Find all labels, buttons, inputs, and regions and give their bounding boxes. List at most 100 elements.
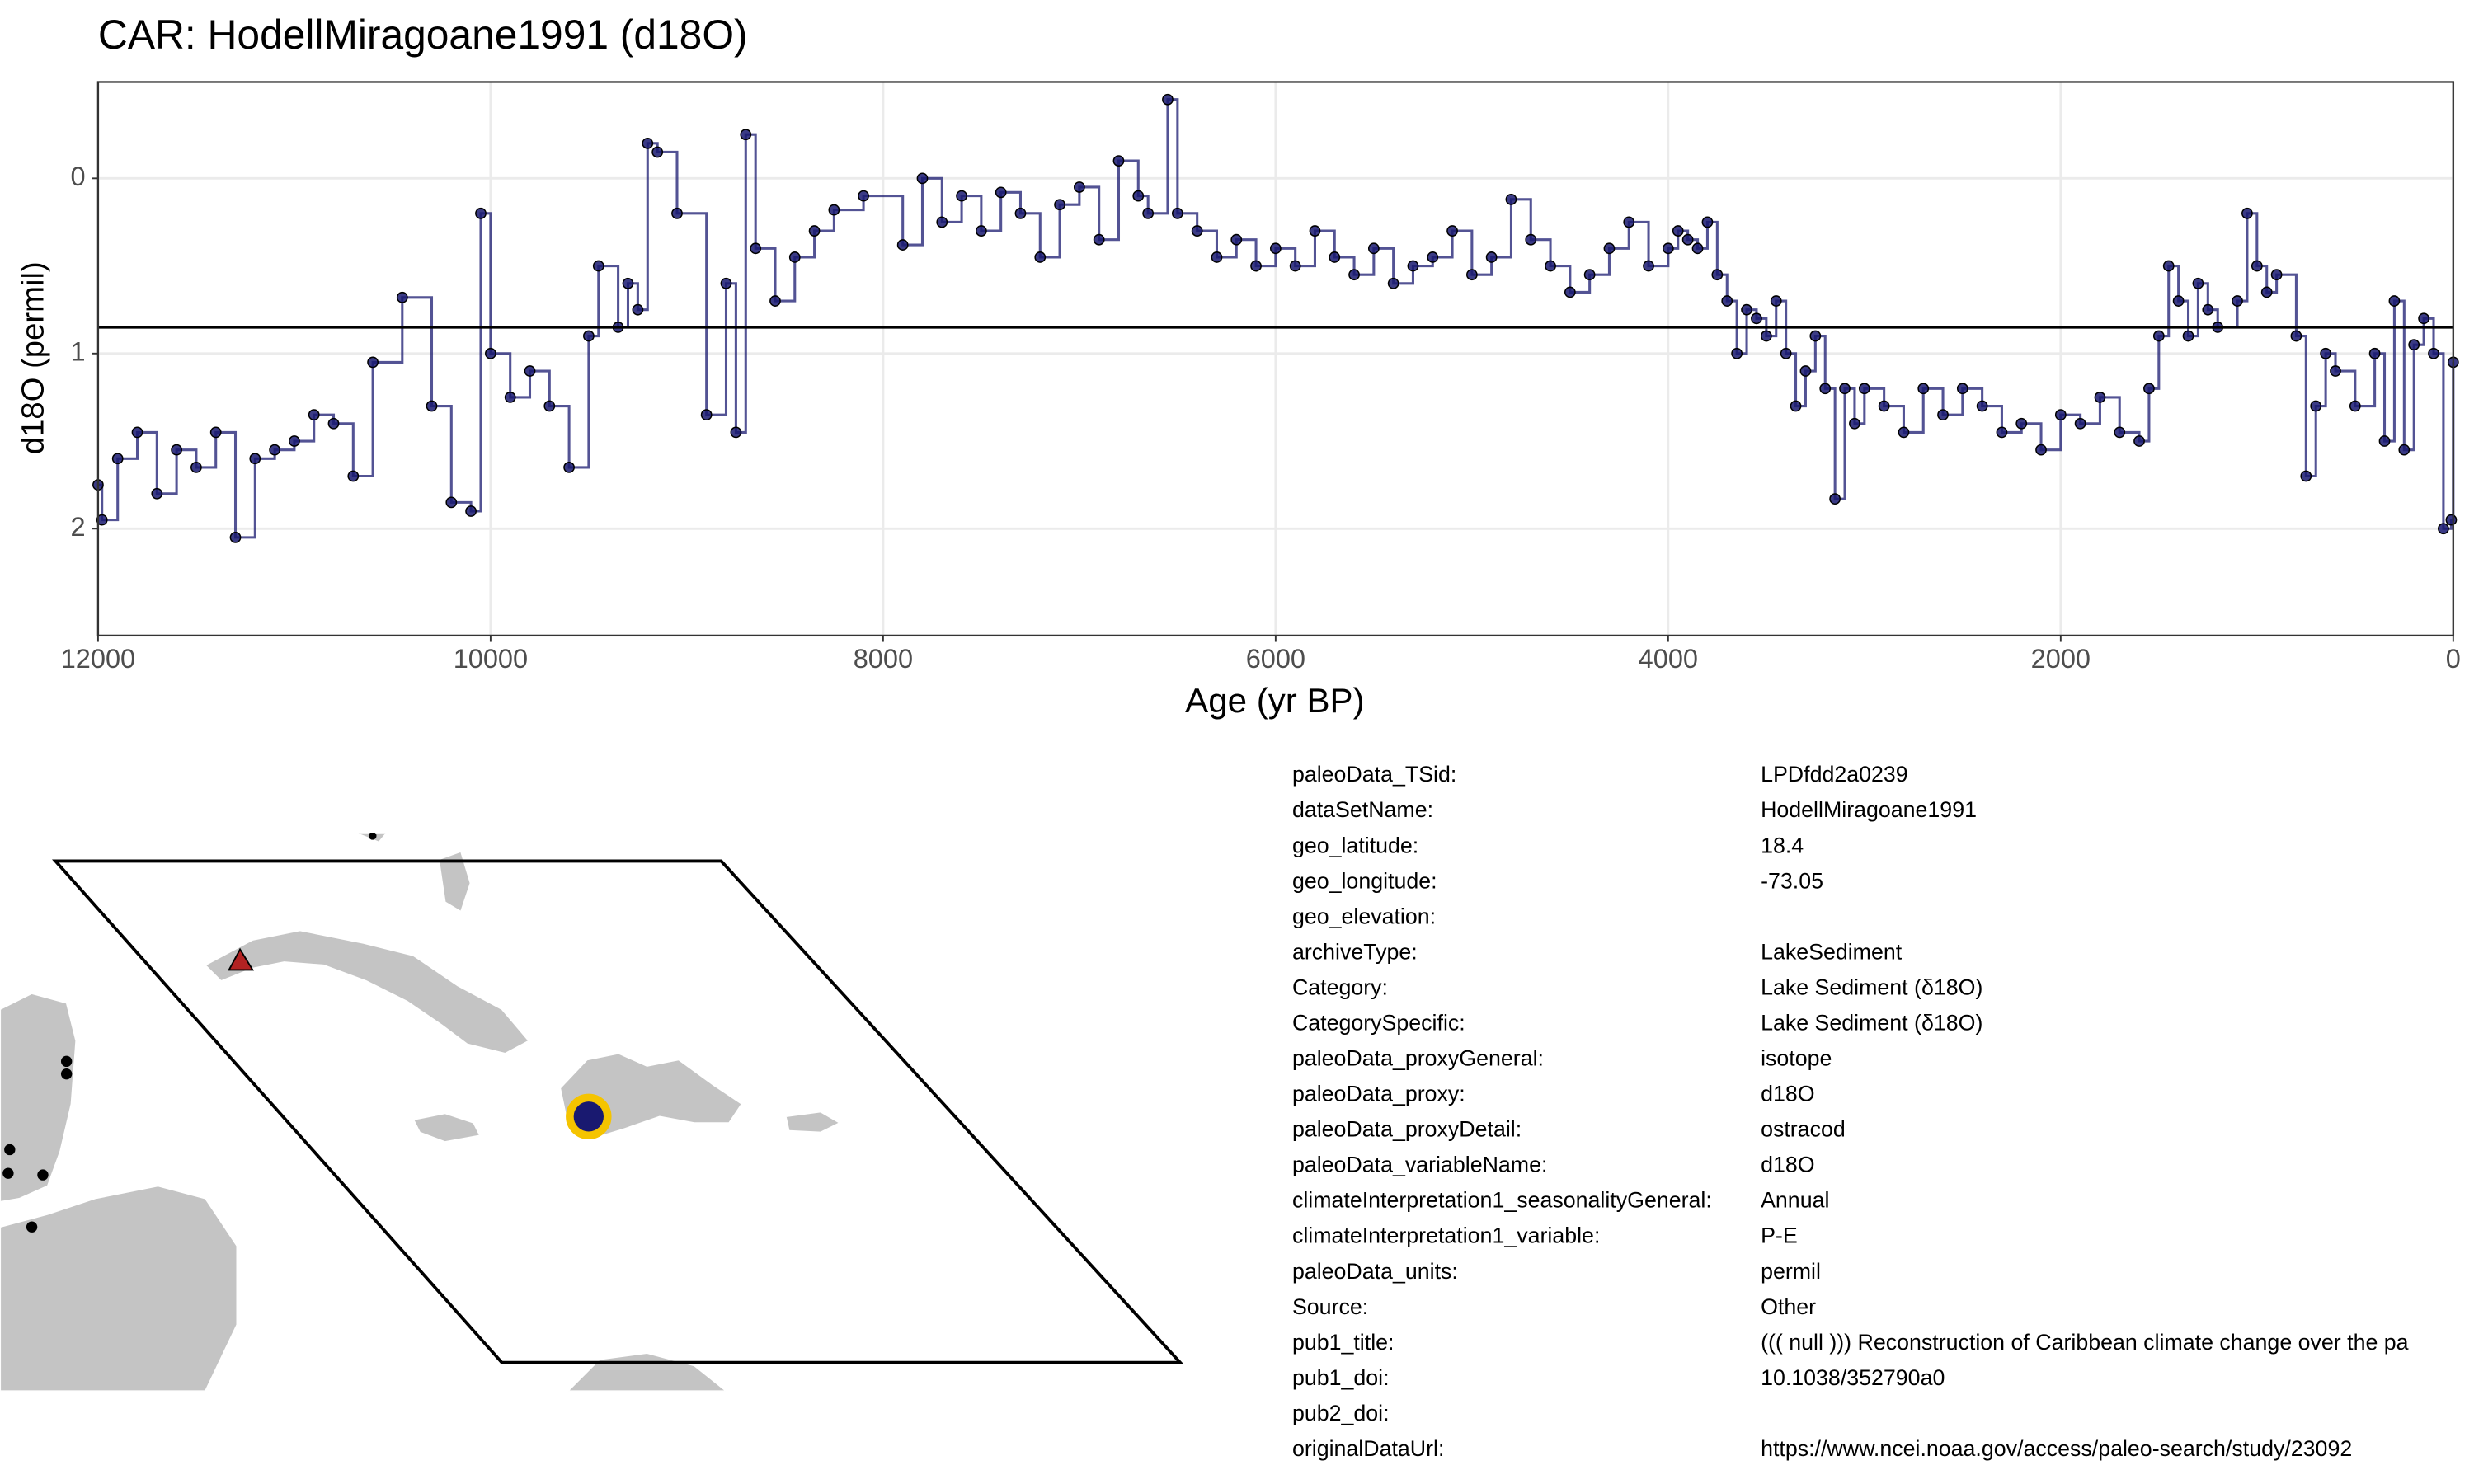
data-point	[2320, 347, 2332, 359]
data-point	[2428, 347, 2439, 359]
data-point	[111, 453, 124, 465]
data-point	[896, 239, 909, 251]
data-point	[1034, 251, 1047, 263]
data-point	[2438, 523, 2449, 535]
data-point	[1672, 225, 1684, 237]
data-point	[1799, 365, 1812, 377]
data-point	[1112, 155, 1125, 167]
x-tick-label: 0	[2446, 644, 2461, 674]
data-point	[1839, 383, 1851, 395]
data-point	[1211, 251, 1223, 263]
field-value: LPDfdd2a0239	[1761, 762, 1908, 787]
field-value: d18O	[1761, 1153, 1814, 1177]
field-value: -73.05	[1761, 868, 1823, 893]
data-point	[1525, 233, 1537, 246]
data-point	[1230, 233, 1243, 246]
data-point	[1387, 277, 1399, 289]
field-value: P-E	[1761, 1223, 1798, 1248]
data-point	[2300, 470, 2312, 482]
field-key: CategorySpecific:	[1292, 1010, 1465, 1035]
data-point	[327, 417, 340, 430]
data-point	[2368, 347, 2381, 359]
data-point	[975, 225, 987, 237]
field-value: 10.1038/352790a0	[1761, 1365, 1945, 1390]
field-key: pub2_doi:	[1292, 1401, 1390, 1425]
field-value: ((( null ))) Reconstruction of Caribbean…	[1761, 1330, 2409, 1355]
data-point	[1937, 409, 1949, 421]
field-key: paleoData_proxyGeneral:	[1292, 1046, 1544, 1071]
data-point	[632, 303, 644, 316]
data-point	[563, 462, 575, 473]
field-value: ostracod	[1761, 1117, 1846, 1142]
data-point	[1162, 93, 1174, 106]
data-point	[2251, 260, 2263, 272]
field-key: Source:	[1292, 1294, 1368, 1319]
data-point	[504, 392, 516, 403]
data-point	[2445, 514, 2458, 526]
data-point	[229, 532, 242, 543]
chart-title: CAR: HodellMiragoane1991 (d18O)	[98, 12, 748, 58]
x-axis-label: Age (yr BP)	[1185, 681, 1364, 720]
data-point	[2182, 330, 2194, 342]
data-point	[367, 356, 379, 369]
field-key: pub1_title:	[1292, 1330, 1395, 1355]
land	[0, 832, 841, 1392]
data-point	[592, 260, 604, 272]
data-point	[2202, 303, 2214, 316]
data-point	[1770, 295, 1782, 307]
data-point	[308, 409, 320, 421]
data-point	[1790, 400, 1802, 412]
data-point	[1485, 251, 1498, 263]
field-value: 18.4	[1761, 833, 1804, 857]
data-point	[651, 146, 664, 158]
field-key: paleoData_proxyDetail:	[1292, 1117, 1522, 1142]
field-key: paleoData_units:	[1292, 1259, 1458, 1284]
data-point	[543, 400, 556, 412]
step-line	[97, 98, 2455, 539]
data-point	[445, 496, 458, 509]
data-point	[2260, 286, 2273, 298]
field-value: Lake Sediment (δ18O)	[1761, 1010, 1982, 1035]
data-point	[2114, 426, 2126, 439]
data-point	[995, 186, 1007, 199]
data-point	[2172, 295, 2185, 307]
data-point	[1898, 426, 1910, 439]
data-point	[524, 365, 536, 377]
y-tick-label: 2	[71, 512, 86, 542]
field-key: geo_elevation:	[1292, 904, 1436, 928]
data-point	[2408, 339, 2420, 351]
field-key: paleoData_variableName:	[1292, 1153, 1547, 1177]
data-point	[700, 409, 713, 421]
data-point	[1367, 242, 1380, 255]
x-tick-label: 2000	[2031, 644, 2091, 674]
field-key: archiveType:	[1292, 939, 1418, 964]
data-point	[1191, 225, 1203, 237]
data-point	[1446, 225, 1458, 237]
data-point	[2162, 260, 2175, 272]
data-point	[808, 225, 821, 237]
field-value: HodellMiragoane1991	[1761, 797, 1977, 822]
data-point	[1691, 242, 1704, 255]
data-point	[2418, 312, 2430, 325]
data-point	[1132, 190, 1145, 202]
data-point	[1348, 269, 1360, 281]
panel-border	[96, 81, 2454, 637]
data-point	[2152, 330, 2165, 342]
data-point	[730, 426, 742, 439]
map-frame	[52, 859, 1184, 1364]
data-point	[426, 400, 438, 412]
data-point	[1505, 193, 1517, 205]
field-key: paleoData_proxy:	[1292, 1082, 1465, 1106]
data-point	[1014, 207, 1027, 219]
data-point	[1583, 269, 1596, 281]
data-point	[2143, 383, 2155, 395]
data-point	[642, 137, 654, 149]
data-point	[485, 347, 496, 359]
data-point	[583, 330, 595, 342]
data-point	[151, 487, 163, 500]
site-marker	[228, 947, 255, 971]
y-tick-label: 0	[71, 162, 86, 191]
data-point	[1269, 242, 1282, 255]
data-point	[131, 426, 143, 439]
field-value: d18O	[1761, 1082, 1814, 1106]
